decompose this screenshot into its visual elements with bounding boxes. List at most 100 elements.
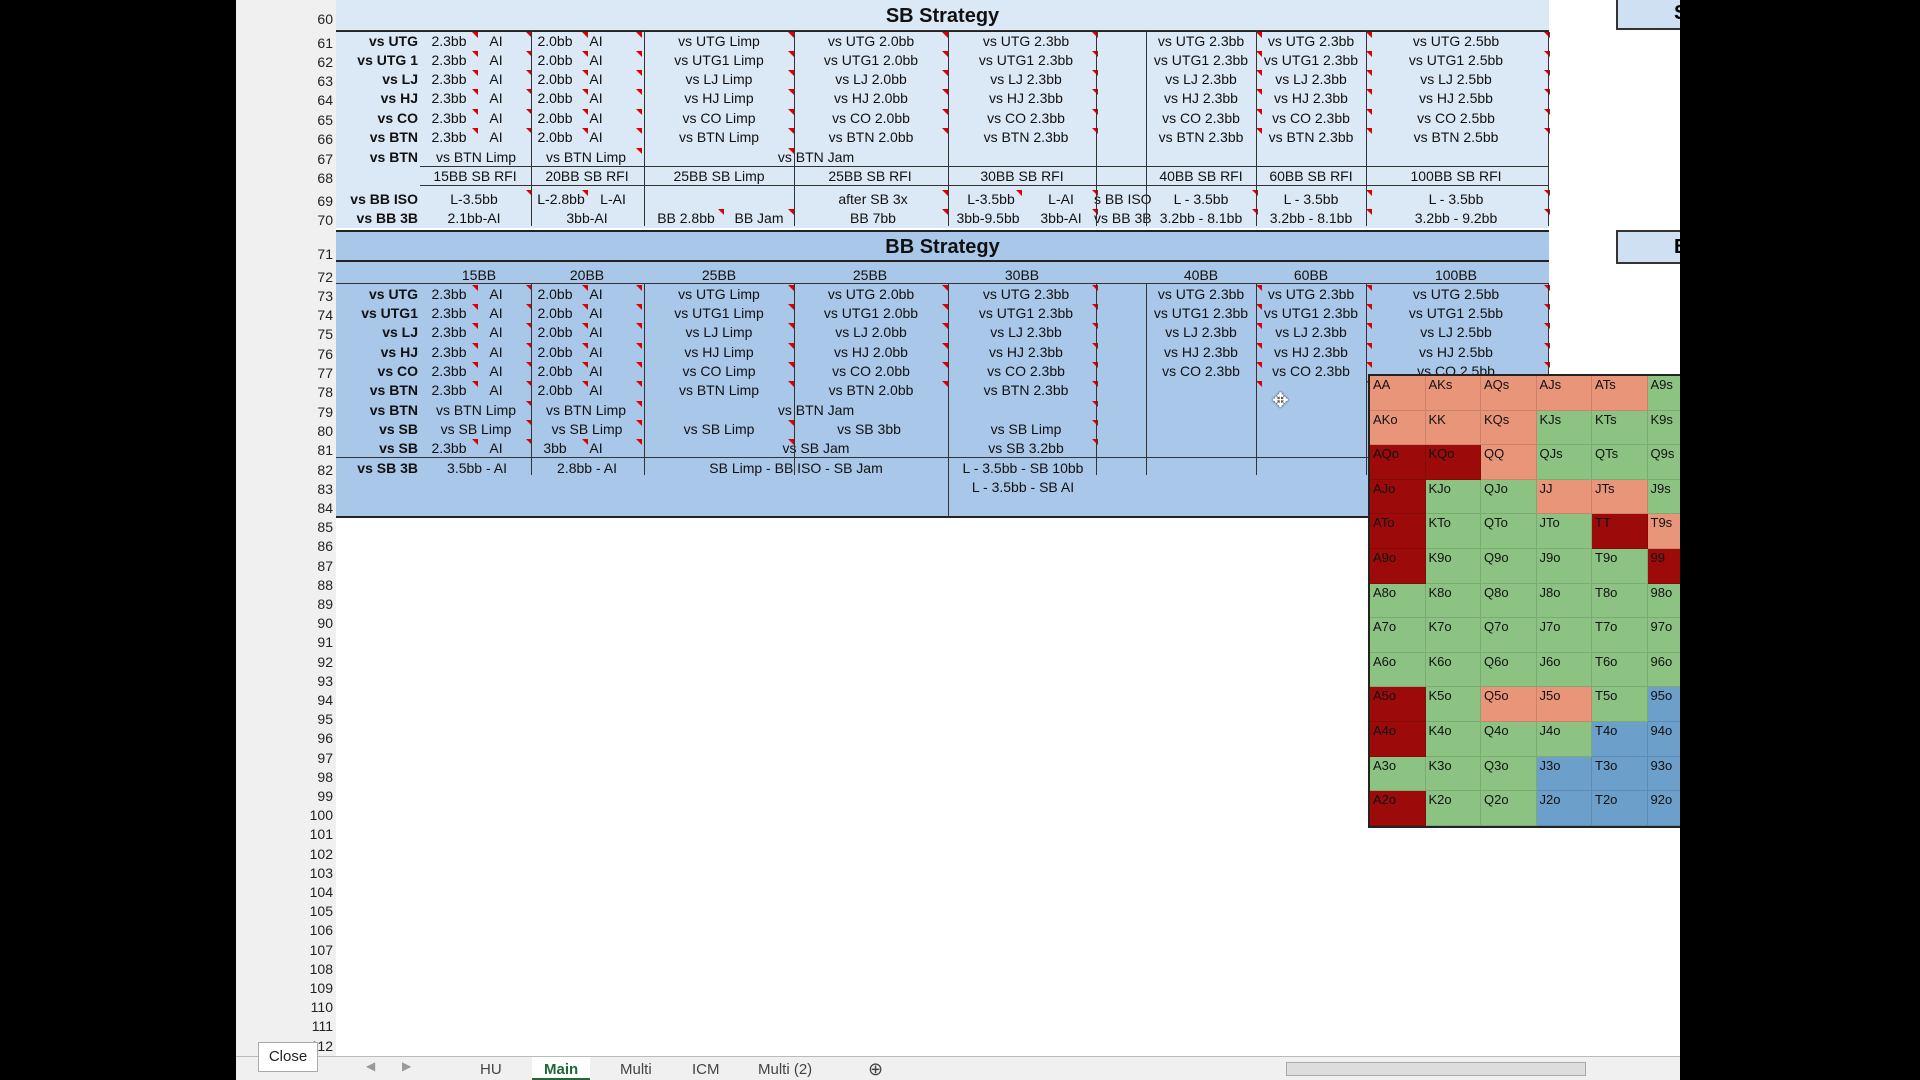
hand-cell[interactable]: T3o (1592, 756, 1648, 792)
comment-indicator-icon[interactable] (942, 32, 948, 38)
comment-indicator-icon[interactable] (1366, 128, 1372, 134)
hand-cell[interactable]: A6o (1370, 652, 1426, 688)
hand-cell[interactable]: 97o (1647, 618, 1680, 653)
cell-25bb[interactable]: vs BTN Jam (777, 402, 855, 418)
hand-cell[interactable]: AQs (1481, 376, 1537, 411)
cell-15bb-size[interactable]: 2.3bb (431, 363, 467, 379)
row-number[interactable]: 68 (317, 170, 333, 186)
comment-indicator-icon[interactable] (636, 109, 642, 115)
cell-15bb-allin[interactable]: AI (489, 382, 503, 398)
row-label[interactable]: vs UTG (368, 286, 418, 302)
comment-indicator-icon[interactable] (1544, 32, 1550, 38)
row-number[interactable]: 62 (317, 54, 333, 70)
comment-indicator-icon[interactable] (1256, 381, 1262, 387)
row-number[interactable]: 64 (317, 92, 333, 108)
comment-indicator-icon[interactable] (942, 323, 948, 329)
comment-indicator-icon[interactable] (788, 323, 794, 329)
comment-indicator-icon[interactable] (582, 304, 588, 310)
cell-stack-header[interactable]: 25BB (852, 267, 888, 283)
cell-20bb-size[interactable]: 3bb (543, 440, 567, 456)
comment-indicator-icon[interactable] (472, 304, 478, 310)
comment-indicator-icon[interactable] (788, 148, 794, 154)
hand-cell[interactable]: J6o (1536, 652, 1592, 688)
cell-25bb-raise[interactable]: vs SB 3bb (837, 421, 901, 437)
row-label[interactable]: vs SB (379, 440, 418, 456)
cell-40bb[interactable]: vs UTG1 2.3bb (1153, 305, 1249, 321)
hand-cell[interactable]: T7o (1592, 618, 1648, 653)
hand-cell[interactable]: QTs (1592, 445, 1648, 480)
row-label[interactable]: vs HJ (380, 344, 418, 360)
comment-indicator-icon[interactable] (788, 32, 794, 38)
row-label[interactable]: vs LJ (382, 71, 418, 87)
hand-cell[interactable]: Q5o (1481, 687, 1537, 722)
cell-15bb-allin[interactable]: AI (489, 52, 503, 68)
comment-indicator-icon[interactable] (1544, 362, 1550, 368)
cell-20bb-size[interactable]: 2.0bb (537, 129, 573, 145)
cell-60bb[interactable]: vs UTG1 2.3bb (1263, 305, 1359, 321)
comment-indicator-icon[interactable] (526, 381, 532, 387)
cell-60bb[interactable]: vs UTG 2.3bb (1267, 33, 1355, 49)
hand-cell[interactable]: 93o (1647, 756, 1680, 792)
cell-25bb-limp[interactable]: vs CO Limp (682, 363, 756, 379)
row-number[interactable]: 78 (317, 384, 333, 400)
cell-15bb-allin[interactable]: AI (489, 440, 503, 456)
cell-40bb[interactable]: L - 3.5bb (1173, 191, 1229, 207)
hand-cell[interactable]: T4o (1592, 722, 1648, 757)
cell-rfi-header[interactable]: 20BB SB RFI (545, 168, 629, 184)
cell-20bb-allin[interactable]: AI (589, 286, 603, 302)
cell-25bb-raise[interactable]: vs LJ 2.0bb (835, 71, 907, 87)
comment-indicator-icon[interactable] (526, 32, 532, 38)
cell-rfi-header[interactable]: 25BB SB Limp (673, 168, 765, 184)
cell-100bb[interactable]: vs UTG1 2.5bb (1408, 52, 1504, 68)
comment-indicator-icon[interactable] (582, 381, 588, 387)
row-number[interactable]: 67 (317, 151, 333, 167)
row-number[interactable]: 83 (317, 481, 333, 497)
row-number[interactable]: 106 (309, 922, 333, 939)
cell-30bb[interactable]: vs HJ 2.3bb (989, 90, 1063, 106)
comment-indicator-icon[interactable] (526, 323, 532, 329)
hand-cell[interactable]: J8o (1536, 583, 1592, 619)
cell-40bb[interactable]: vs UTG1 2.3bb (1153, 52, 1249, 68)
tab-hu[interactable]: HU (480, 1061, 502, 1078)
hand-cell[interactable]: 98o (1647, 583, 1680, 619)
cell-30bb[interactable]: L - 3.5bb - SB AI (971, 479, 1075, 495)
comment-indicator-icon[interactable] (582, 439, 588, 445)
cell-rfi-header[interactable]: 100BB SB RFI (1410, 168, 1502, 184)
comment-indicator-icon[interactable] (1256, 109, 1262, 115)
cell-stack-header[interactable]: 100BB (1434, 267, 1478, 283)
hand-cell[interactable]: T8o (1592, 583, 1648, 619)
row-number[interactable]: 77 (317, 365, 333, 381)
hand-cell[interactable]: J3o (1536, 756, 1592, 792)
comment-indicator-icon[interactable] (788, 51, 794, 57)
cell-60bb[interactable]: vs HJ 2.3bb (1274, 344, 1348, 360)
row-number[interactable]: 72 (317, 269, 333, 285)
row-label[interactable]: vs LJ (382, 324, 418, 340)
row-number[interactable]: 66 (317, 131, 333, 147)
cell-20bb-allin[interactable]: AI (589, 324, 603, 340)
cell-stack-header[interactable]: 40BB (1183, 267, 1219, 283)
comment-indicator-icon[interactable] (582, 323, 588, 329)
hand-cell[interactable]: KTo (1425, 514, 1481, 549)
cell-25bb-jam[interactable]: BB Jam (734, 210, 784, 226)
cell-20bb-size[interactable]: 2.0bb (537, 305, 573, 321)
cell-40bb[interactable]: vs CO 2.3bb (1162, 110, 1240, 126)
comment-indicator-icon[interactable] (788, 209, 794, 215)
cell-30bb[interactable]: vs SB Limp (990, 421, 1062, 437)
cell-30bb[interactable]: vs SB 3.2bb (988, 440, 1064, 456)
comment-indicator-icon[interactable] (1544, 323, 1550, 329)
cell-25bb-raise[interactable]: vs BTN 2.0bb (828, 129, 914, 145)
cell-20bb-size[interactable]: 2.0bb (537, 382, 573, 398)
comment-indicator-icon[interactable] (788, 304, 794, 310)
row-number[interactable]: 105 (309, 903, 333, 920)
cell-60bb[interactable]: L - 3.5bb (1283, 191, 1339, 207)
cell-15bb-size[interactable]: 2.3bb (431, 286, 467, 302)
cell-25bb-raise[interactable]: vs UTG1 2.0bb (823, 305, 919, 321)
cell-rfi-header[interactable]: 30BB SB RFI (980, 168, 1064, 184)
comment-indicator-icon[interactable] (1256, 89, 1262, 95)
comment-indicator-icon[interactable] (526, 285, 532, 291)
row-number[interactable]: 99 (317, 788, 333, 804)
comment-indicator-icon[interactable] (472, 323, 478, 329)
comment-indicator-icon[interactable] (1256, 343, 1262, 349)
comment-indicator-icon[interactable] (582, 128, 588, 134)
comment-indicator-icon[interactable] (1092, 190, 1098, 196)
